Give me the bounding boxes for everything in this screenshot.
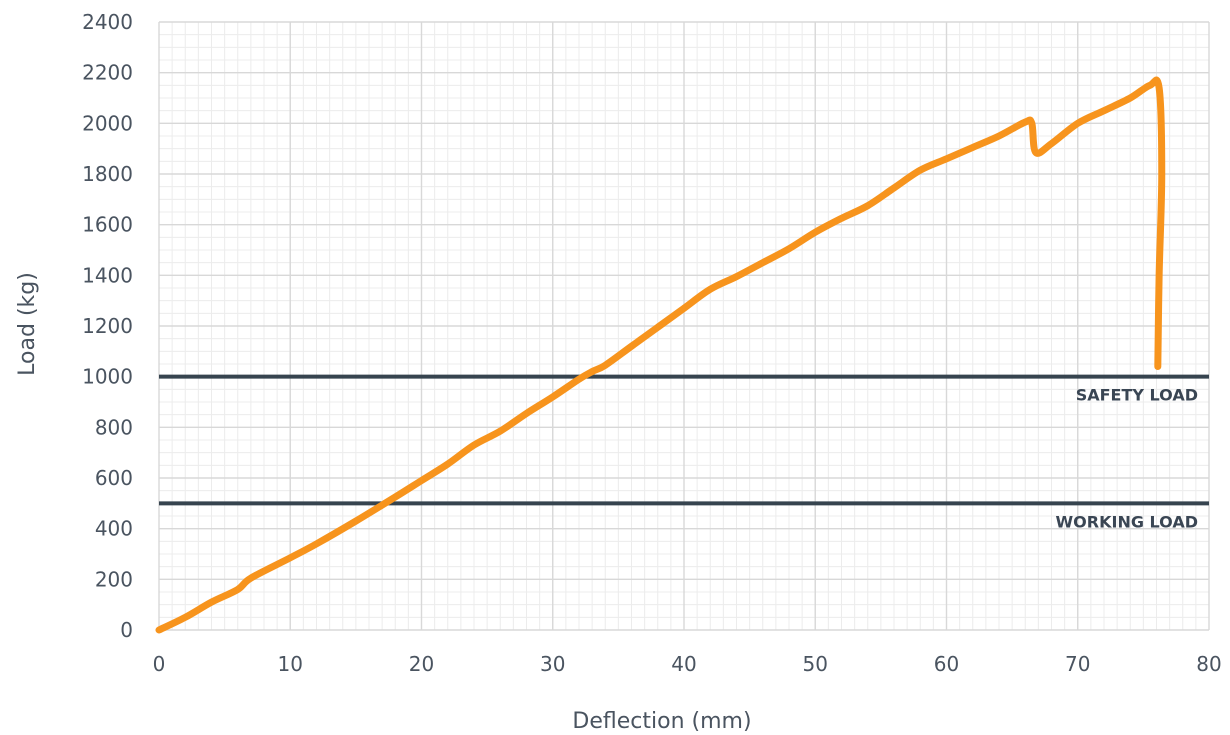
y-tick-label: 1600: [82, 213, 133, 237]
x-tick-label: 30: [540, 652, 565, 676]
y-tick-label: 800: [95, 415, 133, 439]
x-axis-tick-labels: 0 10 20 30 40 50 60 70 80: [153, 652, 1222, 676]
safety-load-label: SAFETY LOAD: [1076, 386, 1198, 405]
grid: [158, 21, 1210, 631]
y-axis-tick-labels: 0 200 400 600 800 1000 1200 1400 1600 1800 2000 220…: [82, 10, 133, 642]
x-tick-label: 40: [671, 652, 696, 676]
x-tick-label: 20: [409, 652, 434, 676]
series-layer: [155, 76, 1166, 634]
y-tick-label: 2400: [82, 10, 133, 34]
y-tick-label: 0: [120, 618, 133, 642]
y-tick-label: 200: [95, 567, 133, 591]
x-tick-label: 0: [153, 652, 166, 676]
y-tick-label: 1200: [82, 314, 133, 338]
y-tick-label: 2000: [82, 111, 133, 135]
y-tick-label: 600: [95, 466, 133, 490]
y-tick-label: 400: [95, 517, 133, 541]
x-tick-label: 10: [278, 652, 303, 676]
series-line-0: [155, 76, 1166, 634]
y-tick-label: 1000: [82, 365, 133, 389]
x-tick-label: 50: [803, 652, 828, 676]
y-tick-label: 1400: [82, 263, 133, 287]
y-tick-label: 2200: [82, 61, 133, 85]
x-tick-label: 70: [1065, 652, 1090, 676]
x-tick-label: 80: [1196, 652, 1221, 676]
y-tick-label: 1800: [82, 162, 133, 186]
x-axis-title: Deflection (mm): [572, 709, 751, 734]
y-axis-title: Load (kg): [15, 272, 40, 376]
working-load-label: WORKING LOAD: [1056, 512, 1198, 531]
reference-lines: SAFETY LOAD WORKING LOAD: [159, 374, 1209, 531]
x-tick-label: 60: [934, 652, 959, 676]
